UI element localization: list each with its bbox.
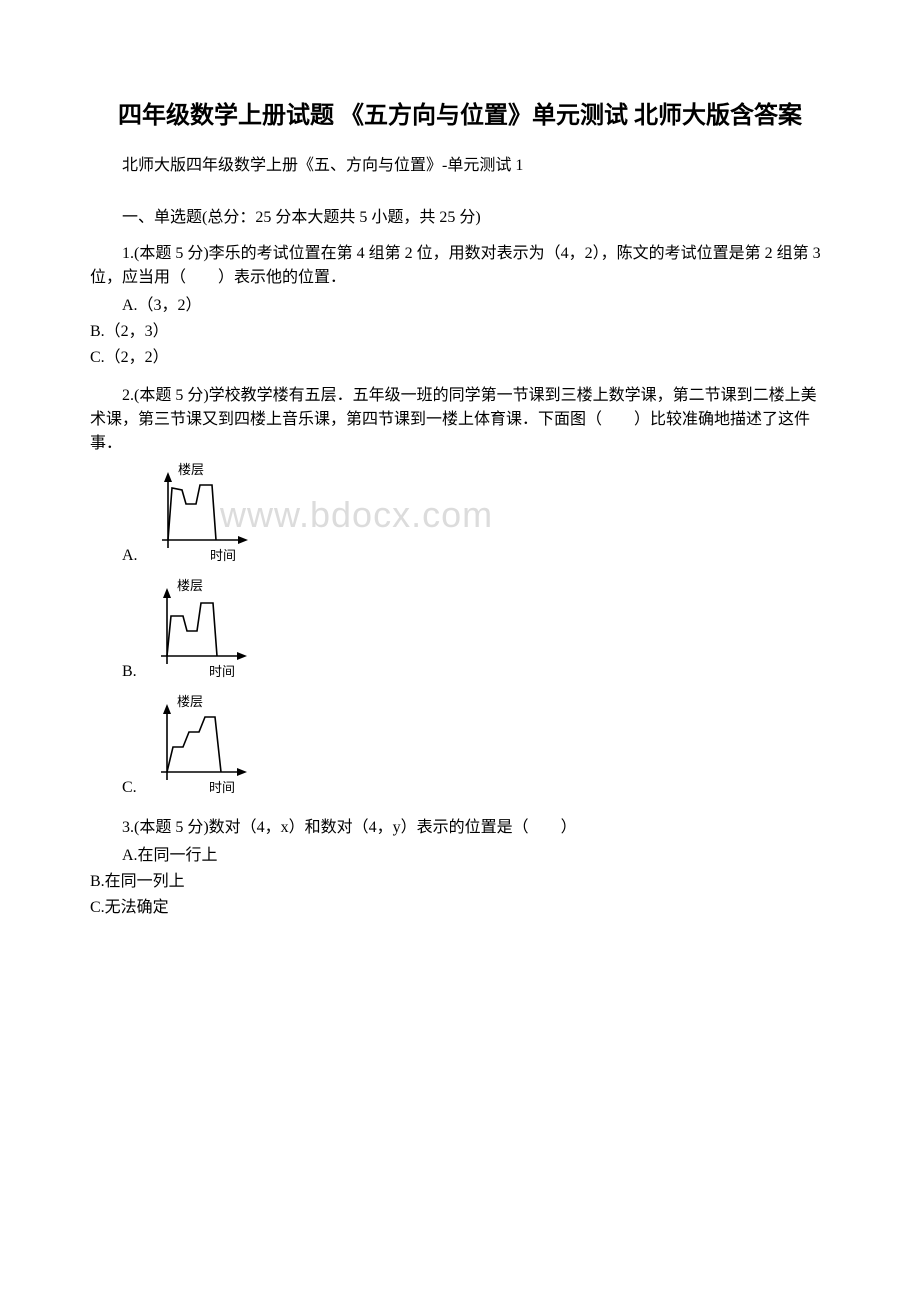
question-2: 2.(本题 5 分)学校教学楼有五层．五年级一班的同学第一节课到三楼上数学课，第… <box>90 384 830 802</box>
question-2-option-a-label: A. <box>122 544 138 570</box>
chart-b-ylabel: 楼层 <box>177 578 203 593</box>
chart-b-xlabel: 时间 <box>209 664 235 679</box>
chart-c-ylabel: 楼层 <box>177 694 203 709</box>
chart-b-icon: 楼层 时间 <box>149 576 279 686</box>
document-subtitle: 北师大版四年级数学上册《五、方向与位置》-单元测试 1 <box>90 154 830 178</box>
chart-c-xlabel: 时间 <box>209 780 235 795</box>
chart-a-xlabel: 时间 <box>210 548 236 563</box>
section-1-header: 一、单选题(总分：25 分本大题共 5 小题，共 25 分) <box>90 206 830 230</box>
question-3: 3.(本题 5 分)数对（4，x）和数对（4，y）表示的位置是（ ） A.在同一… <box>90 816 830 920</box>
question-3-stem: 3.(本题 5 分)数对（4，x）和数对（4，y）表示的位置是（ ） <box>90 816 830 840</box>
question-2-option-c-label: C. <box>122 776 137 802</box>
question-1-option-a: A.（3，2） <box>90 294 830 318</box>
question-1-stem: 1.(本题 5 分)李乐的考试位置在第 4 组第 2 位，用数对表示为（4，2）… <box>90 242 830 290</box>
question-1: 1.(本题 5 分)李乐的考试位置在第 4 组第 2 位，用数对表示为（4，2）… <box>90 242 830 370</box>
question-3-option-b: B.在同一列上 <box>90 870 830 894</box>
question-1-option-c: C.（2，2） <box>90 346 830 370</box>
question-2-option-a-row: A. 楼层 时间 <box>122 460 830 570</box>
question-2-stem: 2.(本题 5 分)学校教学楼有五层．五年级一班的同学第一节课到三楼上数学课，第… <box>90 384 830 456</box>
question-2-option-b-label: B. <box>122 660 137 686</box>
chart-a-icon: 楼层 时间 <box>150 460 280 570</box>
document-title: 四年级数学上册试题 《五方向与位置》单元测试 北师大版含答案 <box>90 100 830 134</box>
question-1-option-b: B.（2，3） <box>90 320 830 344</box>
question-2-option-b-row: B. 楼层 时间 <box>122 576 830 686</box>
question-3-option-a: A.在同一行上 <box>90 844 830 868</box>
chart-c-icon: 楼层 时间 <box>149 692 279 802</box>
chart-a-ylabel: 楼层 <box>178 462 204 477</box>
question-2-option-c-row: C. 楼层 时间 <box>122 692 830 802</box>
question-3-option-c: C.无法确定 <box>90 896 830 920</box>
